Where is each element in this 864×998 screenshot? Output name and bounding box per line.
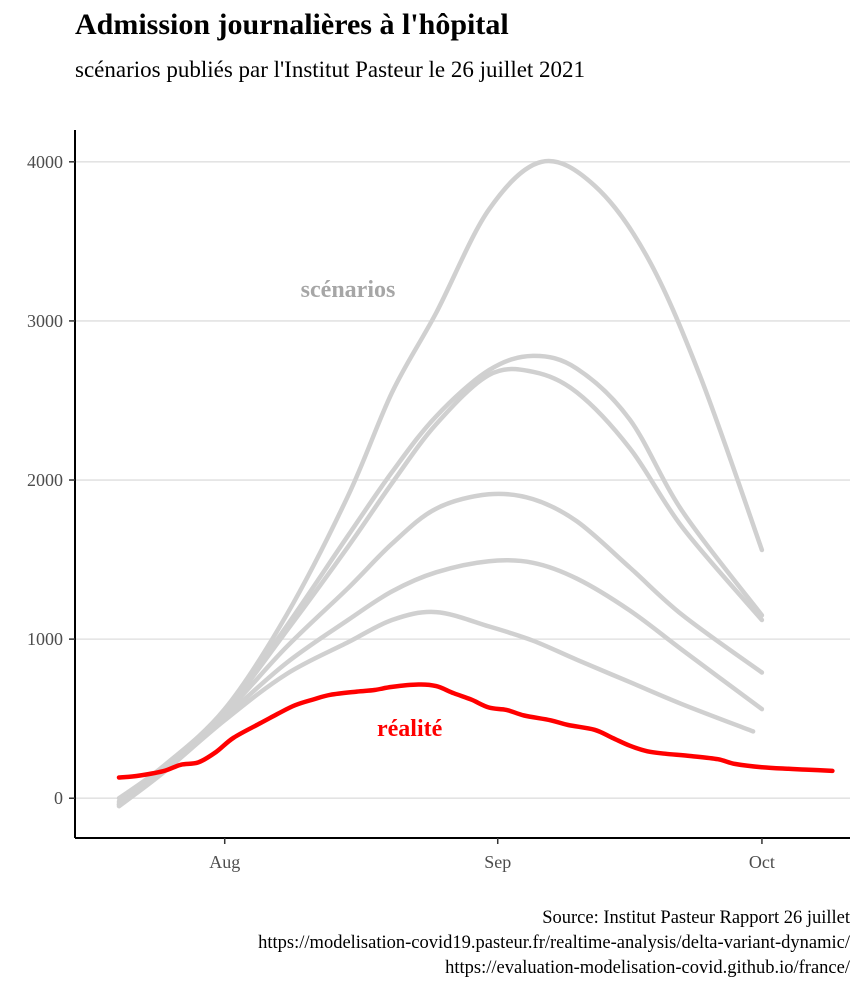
- source-caption: Source: Institut Pasteur Rapport 26 juil…: [258, 906, 850, 981]
- chart-subtitle: scénarios publiés par l'Institut Pasteur…: [75, 57, 586, 82]
- scenario-line-4: [116, 491, 765, 807]
- caption-url-pasteur: https://modelisation-covid19.pasteur.fr/…: [258, 933, 850, 953]
- annotation-scenarios: scénarios: [301, 277, 396, 303]
- scenario-line-5: [116, 557, 765, 807]
- y-tick-label-2000: 2000: [27, 470, 63, 490]
- x-tick-label-sep: Sep: [484, 852, 511, 872]
- y-tick-label-1000: 1000: [27, 629, 63, 649]
- y-tick-label-4000: 4000: [27, 152, 63, 172]
- x-tick-label-oct: Oct: [749, 852, 775, 872]
- caption-url-evaluation: https://evaluation-modelisation-covid.gi…: [445, 958, 850, 978]
- reality-line: [116, 682, 835, 780]
- y-tick-label-0: 0: [54, 788, 63, 808]
- x-tick-label-aug: Aug: [209, 852, 240, 872]
- scenario-line-6: [116, 609, 756, 809]
- chart-title: Admission journalières à l'hôpital: [75, 8, 509, 41]
- annotation-reality: réalité: [377, 716, 443, 742]
- y-tick-label-3000: 3000: [27, 311, 63, 331]
- caption-source: Source: Institut Pasteur Rapport 26 juil…: [542, 908, 850, 928]
